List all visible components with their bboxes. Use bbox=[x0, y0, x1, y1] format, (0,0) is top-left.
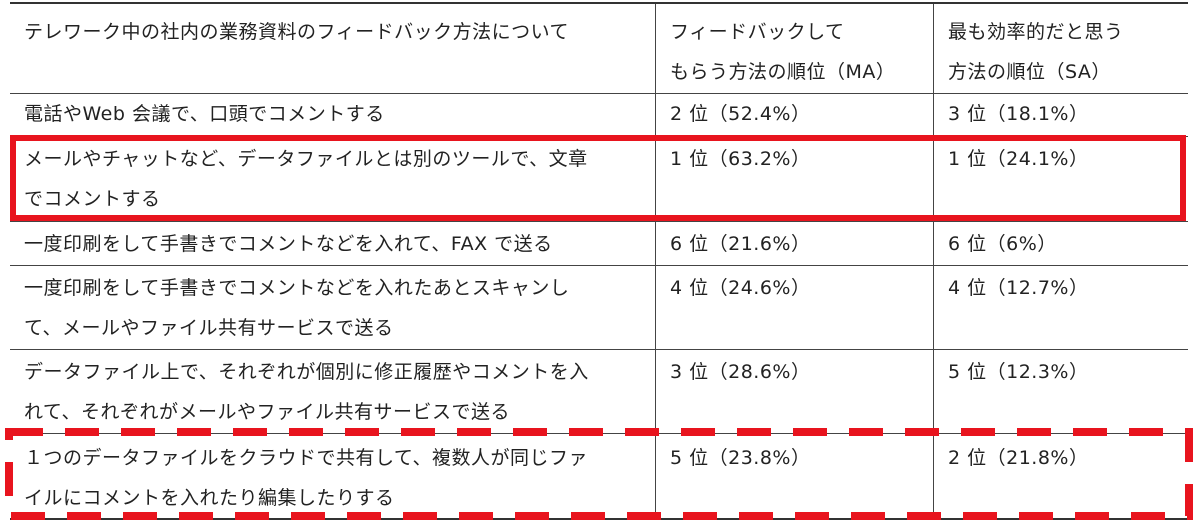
sa-rank-cell: 5 位（12.3%） bbox=[948, 361, 1089, 383]
method-cell: データファイル上で、それぞれが個別に修正履歴やコメントを入 れて、それぞれがメー… bbox=[10, 350, 656, 433]
sa-rank-cell: 6 位（6%） bbox=[948, 233, 1057, 255]
ma-rank-cell: 5 位（23.8%） bbox=[656, 434, 934, 518]
table-row: １つのデータファイルをクラウドで共有して、複数人が同じファ イルにコメントを入れ… bbox=[10, 434, 1188, 518]
table-row: 電話やWeb 会議で、口頭でコメントする 2 位（52.4%） 3 位（18.1… bbox=[10, 94, 1188, 137]
table-row: 一度印刷をして手書きでコメントなどを入れたあとスキャンし て、メールやファイル共… bbox=[10, 266, 1188, 350]
method-cell: メールやチャットなど、データファイルとは別のツールで、文章 でコメントする bbox=[10, 137, 656, 221]
ma-rank-cell: 2 位（52.4%） bbox=[656, 94, 934, 136]
ma-rank-cell: 4 位（24.6%） bbox=[656, 266, 934, 349]
table-row: メールやチャットなど、データファイルとは別のツールで、文章 でコメントする 1 … bbox=[10, 137, 1188, 222]
ma-rank-cell: 3 位（28.6%） bbox=[656, 350, 934, 433]
sa-rank-cell: 3 位（18.1%） bbox=[948, 103, 1089, 125]
header-sa-rank: 最も効率的だと思う 方法の順位（SA） bbox=[948, 21, 1124, 83]
ma-rank-cell: 1 位（63.2%） bbox=[656, 137, 934, 221]
method-cell: １つのデータファイルをクラウドで共有して、複数人が同じファ イルにコメントを入れ… bbox=[10, 434, 656, 518]
table-row: 一度印刷をして手書きでコメントなどを入れて、FAX で送る 6 位（21.6%）… bbox=[10, 222, 1188, 266]
method-cell: 一度印刷をして手書きでコメントなどを入れたあとスキャンし て、メールやファイル共… bbox=[10, 266, 656, 349]
ma-rank-cell: 6 位（21.6%） bbox=[656, 222, 934, 265]
sa-rank-cell: 4 位（12.7%） bbox=[948, 277, 1089, 299]
method-cell: 電話やWeb 会議で、口頭でコメントする bbox=[10, 94, 656, 136]
sa-rank-cell: 1 位（24.1%） bbox=[948, 148, 1089, 170]
header-method: テレワーク中の社内の業務資料のフィードバック方法について bbox=[10, 4, 656, 93]
header-ma-rank: フィードバックして もらう方法の順位（MA） bbox=[656, 4, 934, 93]
table-header-row: テレワーク中の社内の業務資料のフィードバック方法について フィードバックして も… bbox=[10, 4, 1188, 94]
table-row: データファイル上で、それぞれが個別に修正履歴やコメントを入 れて、それぞれがメー… bbox=[10, 350, 1188, 434]
ranking-table: テレワーク中の社内の業務資料のフィードバック方法について フィードバックして も… bbox=[10, 2, 1188, 520]
method-cell: 一度印刷をして手書きでコメントなどを入れて、FAX で送る bbox=[10, 222, 656, 265]
sa-rank-cell: 2 位（21.8%） bbox=[948, 447, 1089, 469]
